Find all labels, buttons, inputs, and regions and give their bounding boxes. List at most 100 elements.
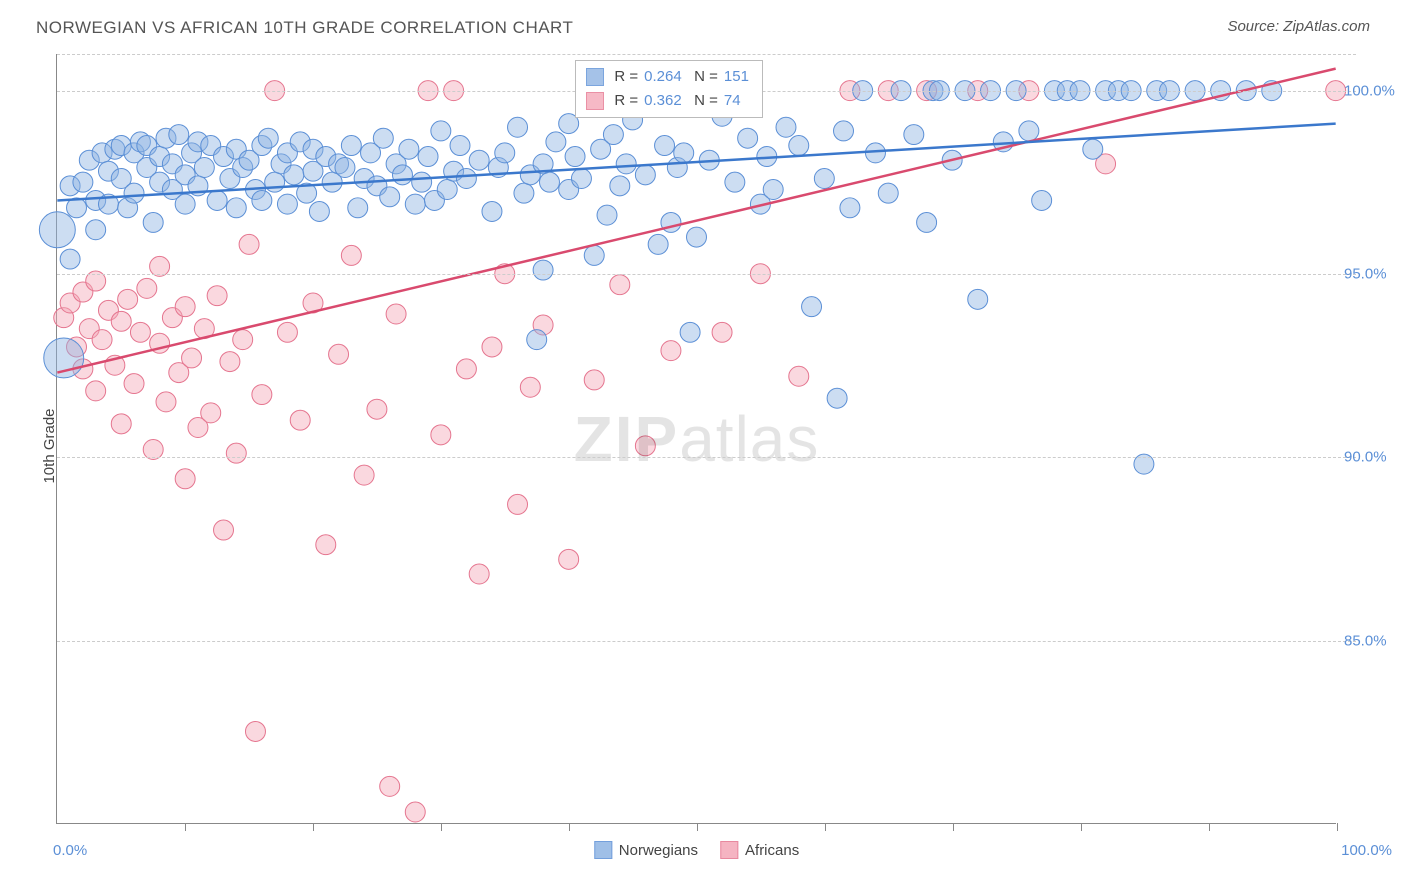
data-point <box>834 121 854 141</box>
stat-r-label: R = <box>614 65 638 89</box>
stat-r-value: 0.362 <box>644 89 688 113</box>
legend-label: Norwegians <box>619 842 698 859</box>
data-point <box>437 180 457 200</box>
data-point <box>610 176 630 196</box>
x-tick <box>825 823 826 831</box>
data-point <box>495 143 515 163</box>
x-axis-label: 100.0% <box>1341 842 1392 859</box>
y-tick-label: 100.0% <box>1344 82 1400 99</box>
stat-box: R =0.264N =151R =0.362N =74 <box>575 60 763 118</box>
data-point <box>245 721 265 741</box>
legend-swatch <box>586 92 604 110</box>
data-point <box>124 374 144 394</box>
data-point <box>565 147 585 167</box>
data-point <box>597 205 617 225</box>
data-point <box>39 212 75 248</box>
data-point <box>533 260 553 280</box>
data-point <box>674 143 694 163</box>
data-point <box>252 385 272 405</box>
data-point <box>207 286 227 306</box>
data-point <box>60 249 80 269</box>
data-point <box>201 403 221 423</box>
data-point <box>86 220 106 240</box>
gridline <box>57 641 1356 642</box>
data-point <box>226 443 246 463</box>
data-point <box>258 128 278 148</box>
data-point <box>265 172 285 192</box>
data-point <box>508 117 528 137</box>
data-point <box>182 348 202 368</box>
data-point <box>329 344 349 364</box>
data-point <box>527 330 547 350</box>
data-point <box>776 117 796 137</box>
data-point <box>277 322 297 342</box>
data-point <box>687 227 707 247</box>
data-point <box>661 341 681 361</box>
data-point <box>380 187 400 207</box>
data-point <box>802 297 822 317</box>
data-point <box>386 304 406 324</box>
data-point <box>73 172 93 192</box>
x-tick <box>1337 823 1338 831</box>
data-point <box>239 234 259 254</box>
data-point <box>316 535 336 555</box>
chart-header: NORWEGIAN VS AFRICAN 10TH GRADE CORRELAT… <box>36 18 1370 44</box>
plot-area: ZIPatlas 100.0%95.0%90.0%85.0%0.0%100.0%… <box>56 54 1336 824</box>
data-point <box>380 776 400 796</box>
data-point <box>277 194 297 214</box>
data-point <box>309 201 329 221</box>
data-point <box>738 128 758 148</box>
data-point <box>405 802 425 822</box>
data-point <box>584 245 604 265</box>
data-point <box>789 366 809 386</box>
data-point <box>124 183 144 203</box>
data-point <box>827 388 847 408</box>
data-point <box>655 136 675 156</box>
data-point <box>341 136 361 156</box>
data-point <box>392 165 412 185</box>
data-point <box>603 125 623 145</box>
legend-item: Africans <box>720 841 799 859</box>
data-point <box>968 289 988 309</box>
chart-title: NORWEGIAN VS AFRICAN 10TH GRADE CORRELAT… <box>36 18 573 37</box>
data-point <box>233 330 253 350</box>
x-axis-label: 0.0% <box>53 842 87 859</box>
x-tick <box>441 823 442 831</box>
data-point <box>610 275 630 295</box>
data-point <box>725 172 745 192</box>
stat-n-value: 151 <box>724 65 752 89</box>
stat-n-label: N = <box>694 65 718 89</box>
data-point <box>763 180 783 200</box>
x-tick <box>185 823 186 831</box>
x-tick <box>953 823 954 831</box>
data-point <box>1019 121 1039 141</box>
data-point <box>571 169 591 189</box>
data-point <box>92 330 112 350</box>
data-point <box>405 194 425 214</box>
y-tick-label: 90.0% <box>1344 449 1400 466</box>
data-point <box>789 136 809 156</box>
data-point <box>226 198 246 218</box>
y-tick-label: 95.0% <box>1344 266 1400 283</box>
stat-row: R =0.362N =74 <box>586 89 752 113</box>
data-point <box>456 169 476 189</box>
data-point <box>367 399 387 419</box>
data-point <box>431 425 451 445</box>
legend-item: Norwegians <box>594 841 698 859</box>
x-tick <box>569 823 570 831</box>
data-point <box>284 165 304 185</box>
stat-r-label: R = <box>614 89 638 113</box>
data-point <box>546 132 566 152</box>
data-point <box>194 158 214 178</box>
data-point <box>917 212 937 232</box>
data-point <box>169 125 189 145</box>
x-tick <box>313 823 314 831</box>
data-point <box>175 297 195 317</box>
data-point <box>540 172 560 192</box>
legend-swatch <box>586 68 604 86</box>
data-point <box>482 337 502 357</box>
data-point <box>399 139 419 159</box>
data-point <box>648 234 668 254</box>
stat-n-value: 74 <box>724 89 752 113</box>
data-point <box>290 410 310 430</box>
